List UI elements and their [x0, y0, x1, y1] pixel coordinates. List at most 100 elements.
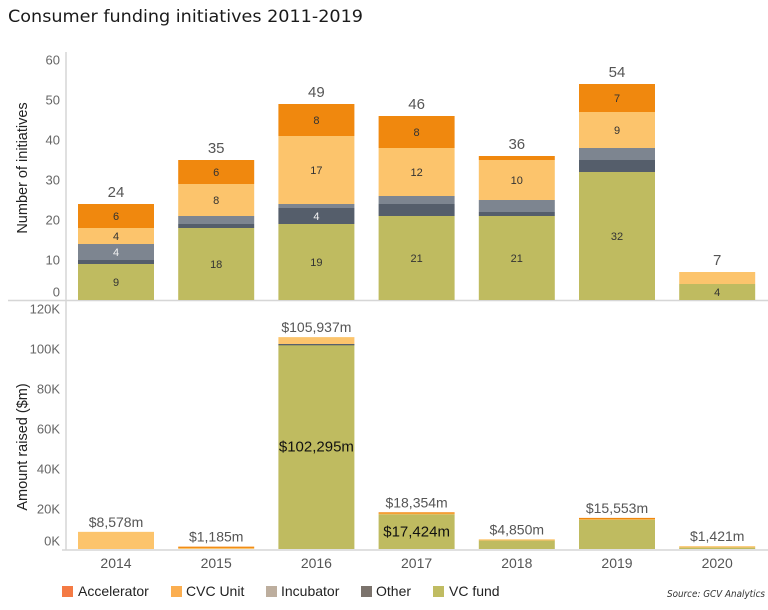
bar-segment-accelerator[interactable] — [278, 104, 355, 136]
stacked-bar-chart-0: 0102030405060944624188635194178492112846… — [46, 53, 756, 300]
x-tick-label: 2017 — [401, 555, 432, 571]
bar-segment-vc-fund[interactable] — [579, 172, 655, 300]
segment-value-label: 4 — [113, 231, 119, 243]
bar-segment-accelerator[interactable] — [178, 160, 255, 184]
y-tick-label: 40K — [37, 462, 60, 477]
segment-value-label: 6 — [113, 211, 119, 223]
legend: Accelerator CVC Unit Incubator Other VC … — [62, 583, 500, 599]
bar-segment-vc-fund[interactable] — [679, 284, 756, 300]
bar-2018: $4,850m — [478, 521, 555, 549]
bar-total-label: 46 — [408, 96, 425, 113]
bar-segment-incubator[interactable] — [378, 196, 455, 204]
bar-segment-vc-fund[interactable] — [178, 228, 255, 300]
legend-item-incubator[interactable]: Incubator — [266, 583, 340, 599]
bar-segment-cvc-unit[interactable] — [478, 160, 555, 200]
y-tick-label: 40 — [46, 133, 60, 148]
bar-total-label: $4,850m — [490, 521, 544, 537]
bar-segment-accelerator[interactable] — [378, 512, 455, 514]
bar-segment-incubator[interactable] — [78, 244, 154, 260]
y-tick-label: 100K — [30, 342, 61, 357]
bar-segment-vc-fund[interactable] — [579, 519, 655, 549]
legend-item-other[interactable]: Other — [361, 583, 411, 599]
segment-value-label: 18 — [210, 259, 222, 271]
legend-item-cvc-unit[interactable]: CVC Unit — [171, 583, 244, 599]
legend-swatch-accelerator — [62, 586, 73, 597]
bar-total-label: 54 — [609, 64, 626, 81]
bar-segment-vc-fund[interactable] — [679, 547, 756, 549]
x-tick-label: 2016 — [301, 555, 332, 571]
legend-label-accelerator: Accelerator — [78, 583, 149, 599]
bar-segment-cvc-unit[interactable] — [78, 228, 154, 244]
legend-item-accelerator[interactable]: Accelerator — [62, 583, 149, 599]
y-tick-label: 10 — [46, 253, 60, 268]
bar-segment-other[interactable] — [78, 260, 154, 264]
bar-total-label: $105,937m — [281, 319, 351, 335]
bar-segment-accelerator[interactable] — [579, 84, 655, 112]
x-tick-label: 2020 — [702, 555, 733, 571]
bar-segment-other[interactable] — [178, 224, 255, 228]
bar-2020: 47 — [679, 252, 756, 300]
bar-segment-cvc-unit[interactable] — [679, 272, 756, 284]
bar-segment-accelerator[interactable] — [178, 546, 255, 548]
bar-segment-incubator[interactable] — [579, 148, 655, 160]
bar-segment-cvc-unit[interactable] — [278, 337, 355, 345]
x-tick-label: 2014 — [100, 555, 131, 571]
bar-segment-accelerator[interactable] — [579, 517, 655, 520]
y-tick-label: 120K — [30, 302, 61, 317]
bar-segment-vc-fund[interactable] — [478, 540, 555, 549]
bar-segment-other[interactable] — [478, 212, 555, 216]
bar-segment-cvc-unit[interactable] — [178, 184, 255, 216]
bar-segment-incubator[interactable] — [178, 216, 255, 224]
bar-segment-cvc-unit[interactable] — [278, 136, 355, 204]
bar-total-label: 7 — [713, 252, 721, 269]
bar-segment-accelerator[interactable] — [478, 156, 555, 160]
bar-total-label: $15,553m — [586, 500, 648, 516]
segment-value-label: 4 — [714, 287, 720, 299]
bar-segment-vc-fund[interactable] — [278, 224, 355, 300]
bar-2015: 18 8 6 35 — [178, 140, 255, 300]
bar-2020: $1,421m — [679, 528, 756, 549]
y-tick-label: 50 — [46, 93, 60, 108]
bar-segment-cvc-unit[interactable] — [679, 546, 756, 548]
bar-segment-other[interactable] — [378, 204, 455, 216]
segment-value-label: 32 — [611, 231, 623, 243]
bar-segment-cvc-unit[interactable] — [478, 539, 555, 541]
bar-2014: 9 4 4 6 24 — [78, 184, 154, 300]
bar-2019: 32 9 7 54 — [579, 64, 655, 300]
y-tick-label: 20 — [46, 213, 60, 228]
bar-segment-cvc-unit[interactable] — [178, 547, 255, 549]
segment-value-label: 19 — [310, 257, 322, 269]
bar-segment-incubator[interactable] — [478, 200, 555, 212]
bar-segment-other[interactable] — [579, 160, 655, 172]
segment-value-label: 7 — [614, 93, 620, 105]
bar-segment-vc-fund[interactable] — [378, 216, 455, 300]
legend-item-vc-fund[interactable]: VC fund — [433, 583, 500, 599]
bar-segment-vc-fund[interactable] — [478, 216, 555, 300]
bar-segment-vc-fund[interactable] — [378, 514, 455, 549]
bar-segment-other[interactable] — [278, 344, 355, 346]
bar-2017: $17,424m $18,354m — [378, 494, 455, 549]
bar-segment-accelerator[interactable] — [378, 116, 455, 148]
source-note: Source: GCV Analytics — [667, 589, 765, 600]
bar-segment-incubator[interactable] — [278, 204, 355, 208]
bar-segment-cvc-unit[interactable] — [579, 112, 655, 148]
bar-segment-cvc-unit[interactable] — [78, 531, 154, 549]
bar-segment-accelerator[interactable] — [78, 204, 154, 228]
bar-2016: 19 4 17 8 49 — [278, 84, 355, 300]
segment-value-label: 21 — [511, 253, 523, 265]
segment-value-label: 9 — [614, 125, 620, 137]
bar-segment-cvc-unit[interactable] — [378, 513, 455, 515]
bar-segment-vc-fund[interactable] — [78, 264, 154, 300]
segment-value-label: 10 — [511, 175, 523, 187]
y-tick-label: 30 — [46, 173, 60, 188]
x-tick-label: 2015 — [201, 555, 232, 571]
stacked-bar-chart-1: 0K 20K 40K 60K 80K 100K 120K $8,578m 2014 $1,185m… — [30, 302, 756, 571]
bar-segment-cvc-unit[interactable] — [378, 148, 455, 196]
bar-segment-other[interactable] — [278, 208, 355, 224]
bar-segment-vc-fund[interactable] — [278, 344, 355, 549]
segment-value-label: 6 — [213, 167, 219, 179]
bar-total-label: 49 — [308, 84, 325, 101]
y-axis-title-initiatives: Number of initiatives — [15, 102, 31, 233]
y-tick-label: 60K — [37, 422, 60, 437]
